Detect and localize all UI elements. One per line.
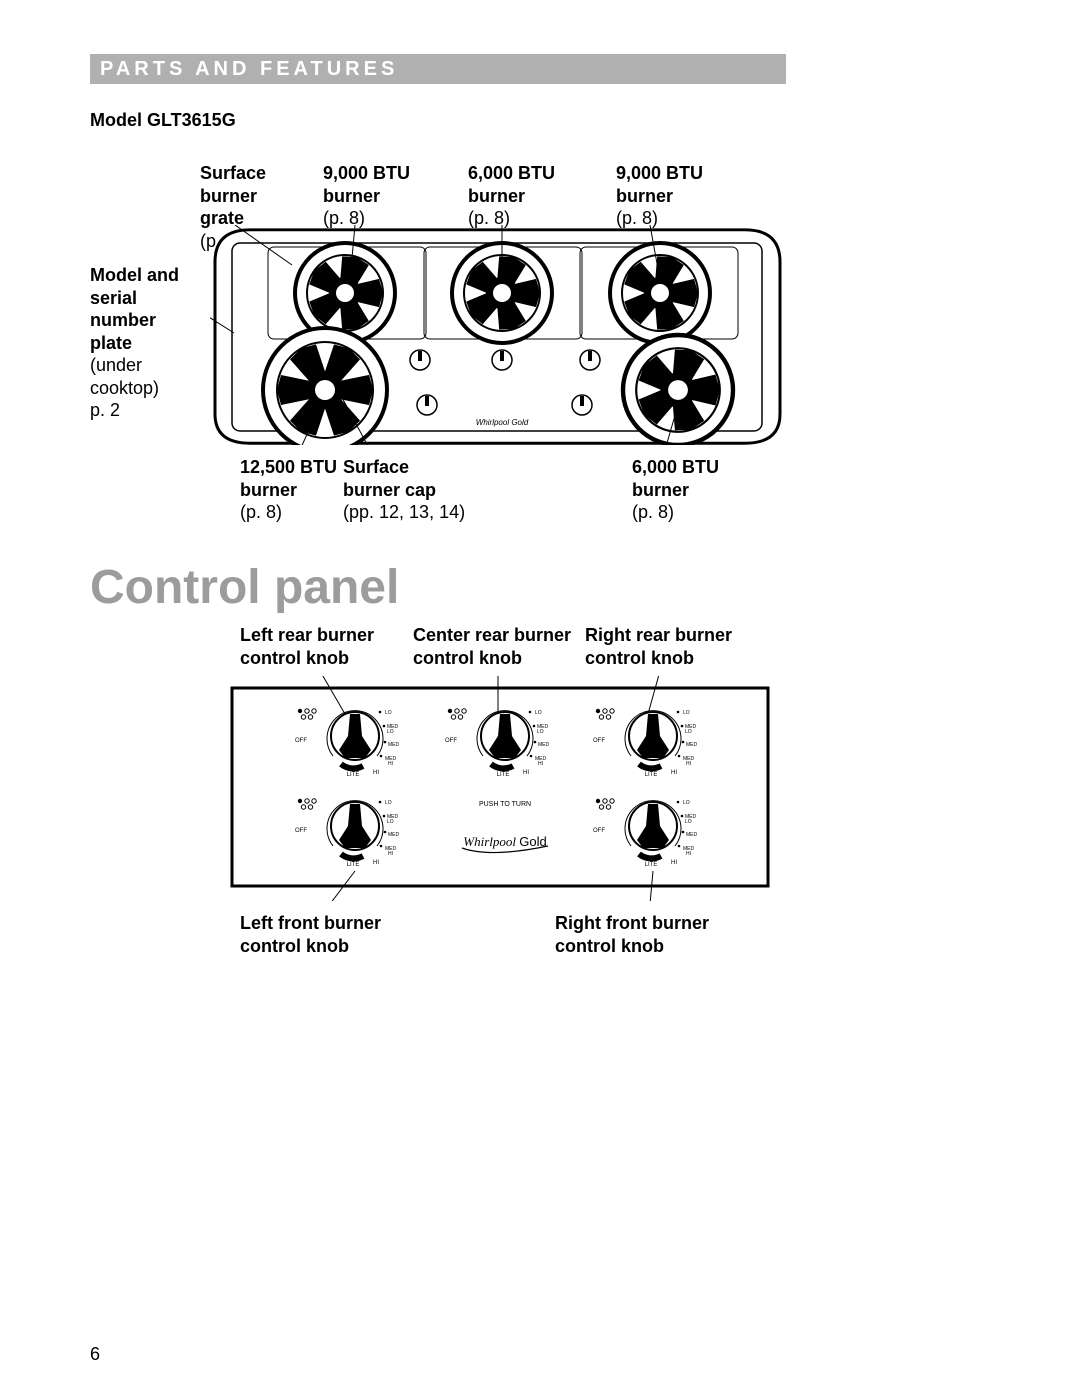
section-title: Control panel (90, 560, 399, 615)
label-12500-btu: 12,500 BTU burner (p. 8) (240, 456, 337, 524)
mini-knob (492, 350, 512, 370)
mini-knob (572, 395, 592, 415)
page-number: 6 (90, 1344, 100, 1365)
label-center-rear-knob: Center rear burner control knob (413, 624, 571, 669)
brand-text: Whirlpool Gold (476, 418, 529, 427)
label-6000-btu-bottom: 6,000 BTU burner (p. 8) (632, 456, 719, 524)
control-panel-diagram: OFF LITE HI LO MED LO MED MED HI (230, 676, 770, 901)
label-9000-btu-2: 9,000 BTU burner (p. 8) (616, 162, 703, 230)
label-right-front-knob: Right front burner control knob (555, 912, 709, 957)
burner-bottom-right (623, 335, 733, 445)
label-left-front-knob: Left front burner control knob (240, 912, 381, 957)
push-to-turn-text: PUSH TO TURN (479, 801, 531, 808)
label-serial-plate: Model and serial number plate (under coo… (90, 264, 179, 422)
label-6000-btu-top: 6,000 BTU burner (p. 8) (468, 162, 555, 230)
label-left-rear-knob: Left rear burner control knob (240, 624, 374, 669)
burner-bottom-left (263, 328, 387, 445)
model-number: Model GLT3615G (90, 110, 236, 131)
mini-knob (417, 395, 437, 415)
cooktop-diagram: Whirlpool Gold (210, 225, 785, 445)
mini-knob (580, 350, 600, 370)
label-right-rear-knob: Right rear burner control knob (585, 624, 732, 669)
label-burner-cap: Surface burner cap (pp. 12, 13, 14) (343, 456, 465, 524)
mini-knob (410, 350, 430, 370)
burner-top-right (610, 243, 710, 343)
brand-text: Whirlpool Gold (463, 834, 546, 849)
header-bar: PARTS AND FEATURES (90, 54, 786, 84)
label-9000-btu-1: 9,000 BTU burner (p. 8) (323, 162, 410, 230)
